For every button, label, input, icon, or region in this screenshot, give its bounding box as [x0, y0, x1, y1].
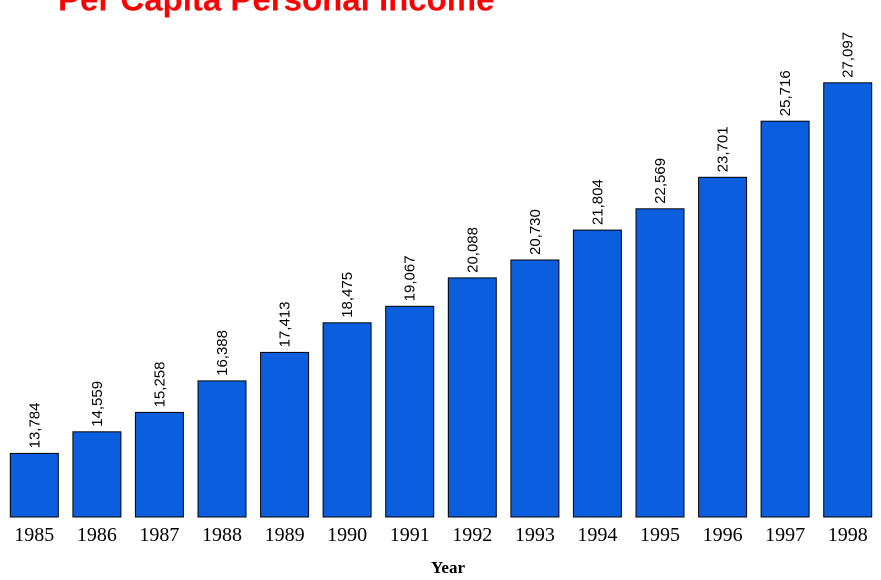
x-tick-1988: 1988 [202, 524, 242, 546]
bar-1995 [635, 208, 685, 518]
bar-1998 [823, 82, 873, 518]
x-tick-1990: 1990 [327, 524, 367, 546]
value-label-1991: 19,067 [402, 255, 419, 301]
chart-title: Per Capita Personal Income [58, 0, 495, 18]
bar-1988 [197, 380, 247, 518]
bar-1986 [72, 431, 122, 518]
bar-1991 [385, 305, 435, 518]
bar-1985 [9, 452, 59, 518]
value-label-1986: 14,559 [89, 381, 106, 427]
value-label-1998: 27,097 [840, 32, 857, 78]
bar-1989 [260, 351, 310, 518]
bar-1993 [510, 259, 560, 518]
x-tick-labels-group: 1985 1986 1987 1988 1989 1990 1991 1992 1993 1994… [14, 524, 867, 546]
value-label-1988: 16,388 [214, 330, 231, 376]
value-label-1993: 20,730 [527, 209, 544, 255]
x-tick-1996: 1996 [703, 524, 743, 546]
x-tick-1985: 1985 [14, 524, 54, 546]
value-label-1996: 23,701 [715, 126, 732, 172]
value-label-1985: 13,784 [26, 403, 43, 449]
x-tick-1995: 1995 [640, 524, 680, 546]
value-label-1992: 20,088 [464, 227, 481, 273]
x-tick-1994: 1994 [577, 524, 617, 546]
value-label-1997: 25,716 [777, 70, 794, 116]
bar-1994 [572, 229, 622, 518]
bar-1987 [134, 411, 184, 518]
x-tick-1986: 1986 [77, 524, 117, 546]
x-axis-title: Year [431, 558, 465, 577]
value-label-1995: 22,569 [652, 158, 669, 204]
x-tick-1992: 1992 [452, 524, 492, 546]
x-tick-1989: 1989 [265, 524, 305, 546]
x-tick-1998: 1998 [828, 524, 868, 546]
bar-1996 [698, 176, 748, 518]
value-label-1989: 17,413 [277, 302, 294, 348]
bar-1997 [760, 120, 810, 518]
value-labels-group: 13,784 14,559 15,258 16,388 17,413 18,475 19,0… [26, 32, 856, 448]
bar-1990 [322, 322, 372, 518]
x-tick-1997: 1997 [765, 524, 805, 546]
x-tick-1987: 1987 [139, 524, 179, 546]
bars-group [9, 82, 873, 518]
value-label-1987: 15,258 [151, 362, 168, 408]
value-label-1990: 18,475 [339, 272, 356, 318]
bar-1992 [447, 277, 497, 518]
x-tick-1993: 1993 [515, 524, 555, 546]
value-label-1994: 21,804 [589, 179, 606, 225]
x-tick-1991: 1991 [390, 524, 430, 546]
